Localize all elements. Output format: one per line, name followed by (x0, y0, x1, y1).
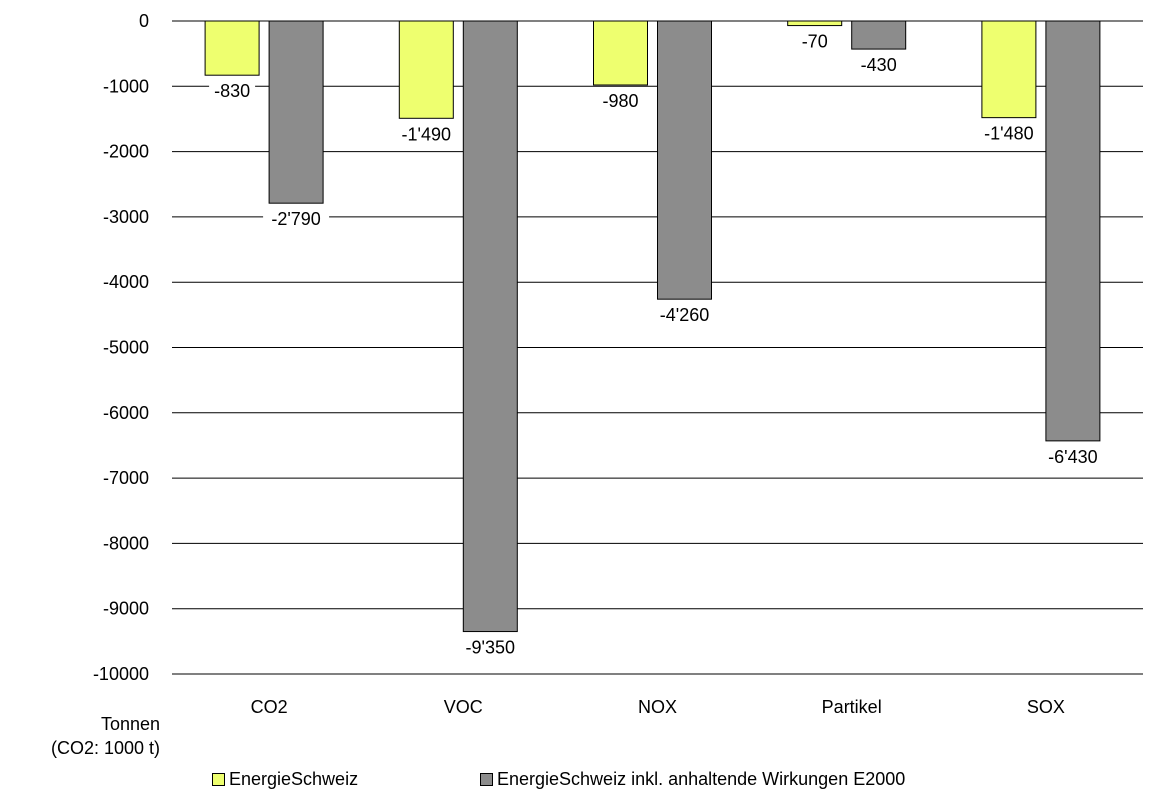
x-tick-label: SOX (1027, 697, 1065, 717)
data-label-bg (796, 30, 833, 53)
data-label-bg (263, 208, 330, 231)
y-tick-label: -5000 (103, 338, 149, 358)
data-label-bg (855, 54, 902, 77)
y-tick-label: -9000 (103, 599, 149, 619)
y-tick-label: 0 (139, 11, 149, 31)
bar (981, 20, 1037, 119)
bar (787, 20, 843, 27)
x-tick-label: VOC (444, 697, 483, 717)
x-tick-label: Partikel (822, 697, 882, 717)
y-tick-label: -10000 (93, 664, 149, 684)
y-axis-unit-line1: Tonnen (100, 714, 160, 734)
data-label: -70 (802, 32, 828, 52)
y-tick-label: -7000 (103, 468, 149, 488)
data-label-bg (1039, 445, 1106, 468)
data-label: -9'350 (466, 638, 515, 658)
data-label-bg (393, 123, 460, 146)
bars (204, 20, 1101, 633)
legend-label-energieschweiz: EnergieSchweiz (229, 769, 359, 789)
data-label: -4'260 (660, 305, 709, 325)
bar (851, 20, 907, 50)
bar (204, 20, 260, 76)
bar (593, 20, 648, 86)
data-label: -1'490 (402, 124, 451, 144)
data-label-bg (975, 122, 1042, 145)
data-label: -830 (214, 81, 250, 101)
y-axis-unit-label: Tonnen (CO2: 1000 t) (0, 712, 160, 760)
bar (657, 20, 712, 300)
bar (1045, 20, 1101, 442)
y-tick-label: -3000 (103, 207, 149, 227)
y-axis-ticks: 0 -1000 -2000 -3000 -4000 -5000 -6000 -7000 -800… (93, 11, 149, 684)
bar (462, 20, 518, 633)
legend-swatch-yellow (212, 773, 225, 786)
legend-label-energieschweiz-inkl: EnergieSchweiz inkl. anhaltende Wirkunge… (497, 769, 906, 789)
data-label-bg (597, 89, 644, 112)
data-label: -430 (861, 55, 897, 75)
y-tick-label: -6000 (103, 403, 149, 423)
data-label: -980 (602, 91, 638, 111)
legend-item-energieschweiz: EnergieSchweiz (212, 769, 358, 790)
data-label: -2'790 (271, 209, 320, 229)
data-label: -6'430 (1048, 447, 1097, 467)
x-tick-label: CO2 (251, 697, 288, 717)
legend-item-energieschweiz-inkl: EnergieSchweiz inkl. anhaltende Wirkunge… (480, 769, 905, 790)
y-tick-label: -2000 (103, 142, 149, 162)
data-label-bg (457, 636, 524, 659)
x-tick-label: NOX (638, 697, 677, 717)
x-axis-ticks: CO2 VOC NOX Partikel SOX (251, 697, 1065, 717)
y-tick-label: -8000 (103, 533, 149, 553)
data-labels: -830 -2'790 -1'490 -9'350 -980 -4'260 -70 -430 -… (209, 30, 1106, 659)
data-label-bg (651, 304, 718, 327)
data-label-bg (209, 80, 256, 103)
y-tick-label: -4000 (103, 272, 149, 292)
y-axis-unit-line2: (CO2: 1000 t) (50, 738, 160, 758)
bar (268, 20, 324, 204)
legend-swatch-gray (480, 773, 493, 786)
y-tick-label: -1000 (103, 76, 149, 96)
bar (398, 20, 454, 119)
data-label: -1'480 (984, 124, 1033, 144)
